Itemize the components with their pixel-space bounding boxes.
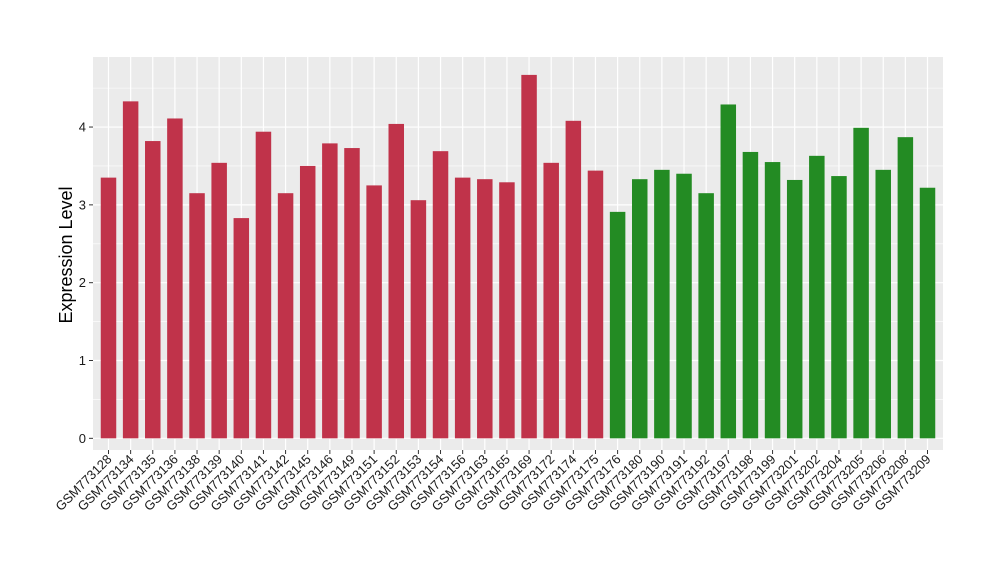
bar bbox=[344, 148, 360, 439]
bar bbox=[720, 104, 737, 439]
bar bbox=[897, 137, 914, 439]
y-axis: 0 1 2 3 4 bbox=[79, 120, 93, 446]
bar bbox=[388, 123, 405, 439]
bar bbox=[322, 143, 338, 439]
bar bbox=[786, 179, 803, 439]
y-tick-label: 2 bbox=[79, 275, 86, 290]
bar bbox=[122, 101, 139, 439]
bar bbox=[609, 211, 626, 439]
y-axis-title: Expression Level bbox=[56, 186, 76, 323]
bar bbox=[299, 165, 316, 439]
bar bbox=[587, 170, 604, 439]
bar bbox=[565, 120, 582, 439]
y-tick-label: 1 bbox=[79, 353, 86, 368]
bar bbox=[919, 187, 936, 439]
bar bbox=[698, 193, 714, 439]
bar bbox=[676, 173, 692, 439]
bar bbox=[809, 155, 825, 439]
bar bbox=[853, 127, 869, 439]
y-tick-label: 4 bbox=[79, 120, 86, 135]
bar bbox=[277, 193, 294, 439]
bar bbox=[875, 169, 891, 439]
bar bbox=[631, 179, 648, 439]
y-tick-label: 3 bbox=[79, 197, 86, 212]
bar bbox=[410, 200, 427, 439]
bar bbox=[521, 74, 537, 439]
bar bbox=[211, 162, 227, 439]
bar bbox=[432, 151, 449, 439]
bar bbox=[189, 193, 205, 439]
bar bbox=[454, 177, 471, 439]
bar bbox=[543, 162, 559, 439]
y-tick-label: 0 bbox=[79, 431, 86, 446]
x-axis: GSM773128GSM773134GSM773135GSM773136GSM7… bbox=[52, 450, 934, 514]
bar bbox=[654, 169, 670, 439]
bars bbox=[100, 74, 936, 439]
bar bbox=[831, 176, 847, 439]
bar bbox=[145, 141, 161, 439]
bar bbox=[477, 179, 493, 439]
bar bbox=[233, 218, 250, 439]
bar bbox=[742, 151, 759, 439]
bar bbox=[255, 131, 272, 439]
bar bbox=[499, 182, 515, 439]
bar bbox=[366, 185, 382, 439]
bar bbox=[100, 177, 117, 439]
bar bbox=[167, 118, 183, 439]
bar bbox=[764, 162, 781, 439]
